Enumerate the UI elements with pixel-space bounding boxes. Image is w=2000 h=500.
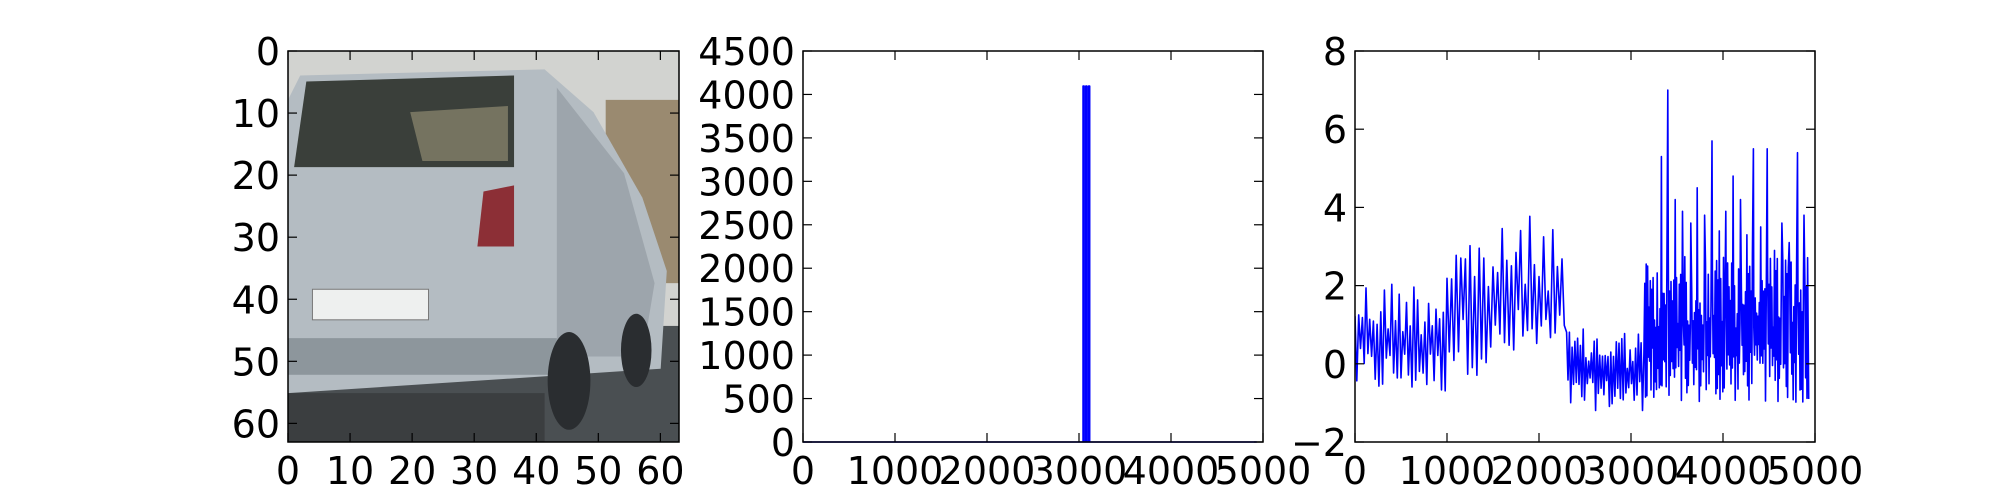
y-tick-label: 500 xyxy=(722,378,795,422)
y-tick-label: 60 xyxy=(232,402,280,446)
x-tick-label: 0 xyxy=(791,449,815,493)
x-tick-label: 10 xyxy=(326,449,374,493)
y-tick-label: 4 xyxy=(1323,186,1347,230)
x-tick-label: 5000 xyxy=(1767,449,1864,493)
y-tick-label: 6 xyxy=(1323,108,1347,152)
image-axes-frame xyxy=(287,50,680,443)
x-tick-label: 3000 xyxy=(1031,449,1128,493)
car-image xyxy=(288,51,679,442)
image-rear-tire xyxy=(547,332,591,430)
y-tick-label: 20 xyxy=(232,154,280,198)
x-tick-label: 5000 xyxy=(1215,449,1312,493)
x-tick-label: 4000 xyxy=(1123,449,1220,493)
x-tick-label: 50 xyxy=(574,449,622,493)
feature-axes-frame xyxy=(1354,50,1816,443)
x-tick-label: 3000 xyxy=(1583,449,1680,493)
x-tick-label: 4000 xyxy=(1675,449,1772,493)
y-tick-label: 10 xyxy=(232,92,280,136)
spike-axes-frame xyxy=(802,50,1264,443)
y-tick-label: −2 xyxy=(1291,421,1347,465)
image-car-shadow xyxy=(288,393,545,442)
x-tick-label: 1000 xyxy=(1399,449,1496,493)
y-tick-label: 3500 xyxy=(698,117,795,161)
x-tick-label: 30 xyxy=(450,449,498,493)
spike-plot-panel: 0 100020003000400050000500100015002000250… xyxy=(698,30,1311,493)
image-front-tire xyxy=(620,313,652,388)
y-tick-label: 1500 xyxy=(698,291,795,335)
x-tick-label: 40 xyxy=(512,449,560,493)
feature-series-line xyxy=(1355,89,1810,412)
y-tick-label: 1000 xyxy=(698,334,795,378)
y-tick-label: 2 xyxy=(1323,265,1347,309)
y-tick-label: 30 xyxy=(232,216,280,260)
y-tick-label: 8 xyxy=(1323,30,1347,74)
image-car-side xyxy=(556,87,655,357)
image-license-plate xyxy=(311,288,430,321)
x-tick-label: 1000 xyxy=(847,449,944,493)
x-tick-label: 2000 xyxy=(939,449,1036,493)
image-tail-light xyxy=(477,185,515,247)
y-tick-label: 3000 xyxy=(698,160,795,204)
y-tick-label: 4500 xyxy=(698,30,795,74)
spike-ticks: 0 100020003000400050000500100015002000250… xyxy=(698,30,1311,493)
image-window-reflection xyxy=(410,105,508,161)
y-tick-label: 2500 xyxy=(698,204,795,248)
x-tick-label: 60 xyxy=(636,449,684,493)
spike-series xyxy=(803,85,1257,443)
image-bumper xyxy=(288,338,557,375)
x-tick-label: 2000 xyxy=(1491,449,1588,493)
y-tick-label: 0 xyxy=(771,421,795,465)
spike-series-line xyxy=(803,85,1257,443)
y-tick-label: 0 xyxy=(1323,343,1347,387)
y-tick-label: 2000 xyxy=(698,247,795,291)
feature-series xyxy=(1355,89,1810,412)
x-tick-label: 20 xyxy=(388,449,436,493)
x-tick-label: 0 xyxy=(1343,449,1367,493)
y-tick-label: 4000 xyxy=(698,73,795,117)
x-tick-label: 0 xyxy=(276,449,300,493)
y-tick-label: 50 xyxy=(232,340,280,384)
y-tick-label: 0 xyxy=(256,30,280,74)
y-tick-label: 40 xyxy=(232,278,280,322)
